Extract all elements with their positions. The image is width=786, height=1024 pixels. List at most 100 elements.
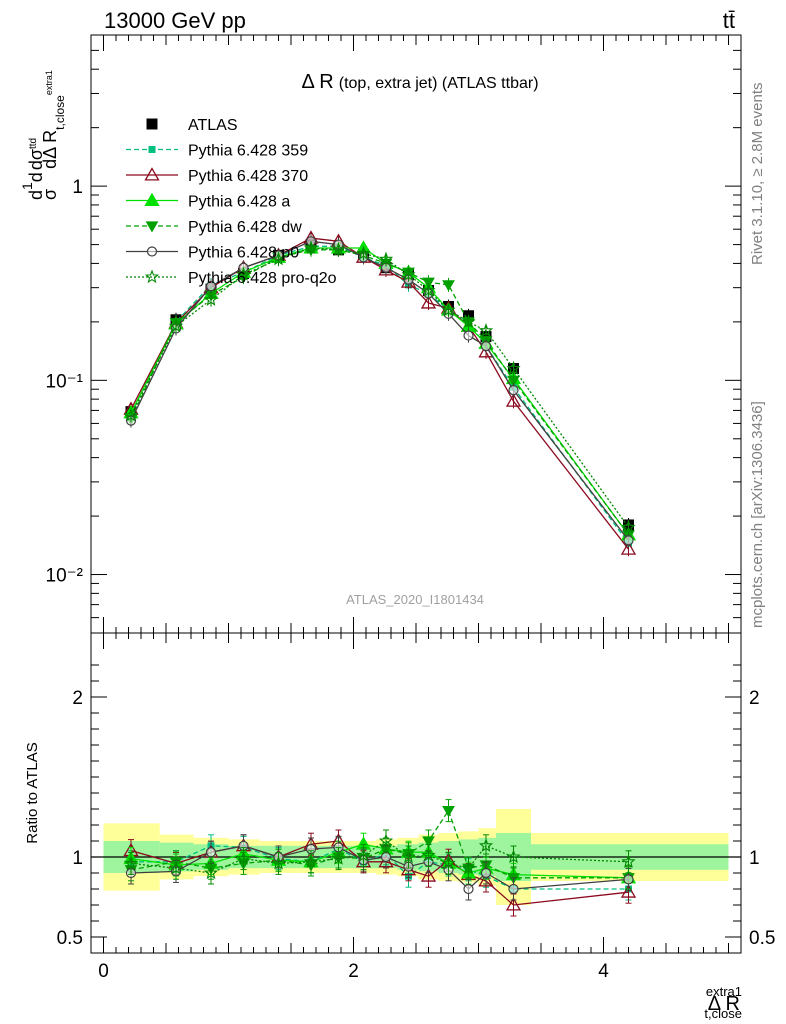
ratio-y-tick-label: 1 <box>72 848 83 869</box>
x-axis-label: Δ R <box>708 993 740 1015</box>
legend-marker-p359 <box>148 146 156 153</box>
data-point-pp0 <box>508 385 519 396</box>
ratio-point-pq2o <box>123 855 139 870</box>
x-axis-label-sub: t,close <box>704 1006 742 1021</box>
ratio-point-p370 <box>478 873 494 887</box>
ratio-point-pq2o <box>168 860 184 875</box>
ratio-point-pq2o <box>621 854 636 868</box>
data-point-pq2o <box>168 318 184 333</box>
legend-marker-pa <box>144 192 160 207</box>
ratio-point-pq2o <box>461 860 476 875</box>
data-point-pq2o <box>401 267 416 281</box>
legend-label-pp0: Pythia 6.428 p0 <box>188 245 299 262</box>
energy-label: 13000 GeV pp <box>104 8 246 33</box>
legend-item-p359: Pythia 6.428 359 <box>126 143 308 160</box>
legend-item-pp0: Pythia 6.428 p0 <box>126 245 299 262</box>
ratio-y-tick-label-right: 1 <box>749 848 760 869</box>
ratio-point-pdw <box>422 836 435 848</box>
ratio-y-tick-label: 2 <box>72 688 83 709</box>
legend-marker-pp0 <box>146 246 158 257</box>
process-label: tt̄ <box>723 8 735 33</box>
x-tick-label: 2 <box>348 961 359 982</box>
ratio-point-pq2o <box>236 851 251 865</box>
y-tick-label: 10⁻² <box>46 566 84 587</box>
ratio-point-pp0 <box>623 874 634 885</box>
data-point-pq2o <box>123 407 139 422</box>
data-point-pq2o <box>378 251 394 266</box>
ratio-point-pq2o <box>203 865 219 880</box>
y-tick-label: 1 <box>72 177 83 198</box>
ratio-line-pp0 <box>130 845 629 890</box>
ratio-point-pq2o <box>506 849 521 864</box>
main-title: Δ R (top, extra jet) (ATLAS ttbar) <box>301 71 538 93</box>
data-point-pq2o <box>236 267 251 281</box>
ratio-point-pq2o <box>441 855 456 870</box>
ratio-line-pdw <box>130 809 629 879</box>
legend-label-p359: Pythia 6.428 359 <box>188 143 308 160</box>
ratio-panel: 0.5 0.51 12 20 2 4 Ratio to ATLAS Δ R extra1 … <box>24 632 775 1021</box>
data-point-pq2o <box>441 302 456 317</box>
data-point-pp0 <box>463 330 474 341</box>
legend-label-pq2o: Pythia 6.428 pro-q2o <box>188 270 337 287</box>
ratio-point-pq2o <box>478 838 494 852</box>
ratio-point-pp0 <box>508 883 519 895</box>
legend-label-pa: Pythia 6.428 a <box>188 194 290 211</box>
ratio-line-pa <box>130 843 629 879</box>
ratio-point-pp0 <box>380 851 392 863</box>
series-line-pdw <box>130 249 630 536</box>
ratio-y-axis-label: Ratio to ATLAS <box>24 742 41 843</box>
data-point-pq2o <box>331 242 346 256</box>
data-point-pq2o <box>421 282 436 297</box>
data-point-p370 <box>420 295 437 309</box>
data-point-pq2o <box>621 519 636 534</box>
main-y-axis-label: d1ddσttd σdΔ Rt,closeextra1 <box>19 70 67 200</box>
data-point-pp0 <box>205 281 217 292</box>
ratio-point-p370 <box>505 897 522 911</box>
data-point-pq2o <box>478 323 494 337</box>
legend-marker-p370 <box>144 167 160 181</box>
x-tick-label: 4 <box>598 961 609 982</box>
ratio-point-pq2o <box>271 855 286 870</box>
ratio-point-pp0 <box>480 867 492 879</box>
legend-item-p370: Pythia 6.428 370 <box>126 167 308 185</box>
legend-label-atlas: ATLAS <box>188 117 238 134</box>
series-pq2o <box>123 240 636 535</box>
ratio-point-pp0 <box>205 847 217 858</box>
data-point-p370 <box>505 393 522 407</box>
data-point-pdw <box>507 375 520 387</box>
ratio-line-p359 <box>131 845 629 890</box>
series-line-pq2o <box>130 247 630 528</box>
series-line-p359 <box>130 245 630 544</box>
series-line-pp0 <box>130 240 630 541</box>
data-point-pq2o <box>506 360 521 375</box>
ratio-point-pdw <box>442 805 455 818</box>
ratio-y-tick-label-right: 2 <box>749 688 760 709</box>
ratio-point-pq2o <box>401 849 416 864</box>
legend-marker-pdw <box>145 221 159 233</box>
ratio-point-pp0 <box>463 883 474 895</box>
legend-label-pdw: Pythia 6.428 dw <box>188 219 302 236</box>
ratio-frame <box>90 632 742 954</box>
data-point-pdw <box>442 280 455 292</box>
ratio-point-pq2o <box>331 851 346 865</box>
data-point-pq2o <box>356 245 371 260</box>
ratio-y-tick-label-right: 0.5 <box>749 928 775 949</box>
legend-item-pq2o: Pythia 6.428 pro-q2o <box>126 269 337 287</box>
data-point-pq2o <box>303 240 319 255</box>
ratio-series-pq2o <box>123 829 636 885</box>
legend-label-p370: Pythia 6.428 370 <box>188 168 308 185</box>
series-pdw <box>124 242 635 542</box>
data-point-pq2o <box>271 251 286 266</box>
data-point-pp0 <box>480 341 492 352</box>
main-panel: 1 10⁻¹ 10⁻² Δ R (top, extra jet) (ATLAS ttb… <box>19 34 742 634</box>
ratio-point-pq2o <box>356 847 371 862</box>
data-point-pdw <box>422 277 435 289</box>
ratio-point-p370 <box>620 884 637 898</box>
series-line-pa <box>130 247 630 536</box>
data-point-pq2o <box>203 292 219 306</box>
legend-marker-pq2o <box>144 269 160 284</box>
x-tick-label: 0 <box>98 961 109 982</box>
ratio-point-p370 <box>420 868 437 882</box>
ratio-y-tick-label: 0.5 <box>57 928 83 949</box>
